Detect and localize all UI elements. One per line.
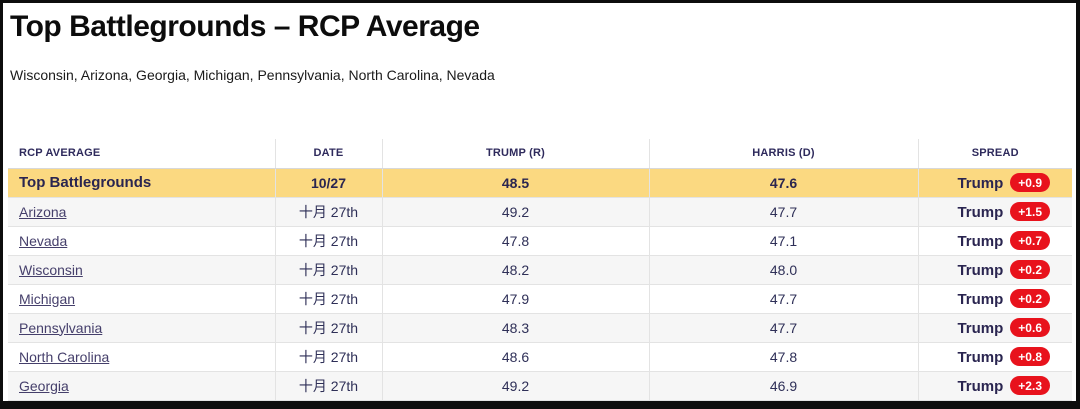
column-header-date: DATE [275,139,383,169]
summary-trump-cell: 48.5 [382,168,650,198]
table-row: Georgia 十月 27th 49.2 46.9 Trump +2.3 [8,371,1072,401]
spread-badge: +2.3 [1010,376,1050,395]
state-name-cell: North Carolina [8,342,276,372]
spread-cell: Trump +0.2 [918,255,1072,285]
column-header-harris: HARRIS (D) [649,139,919,169]
trump-value-cell: 47.9 [382,284,650,314]
column-header-trump: TRUMP (R) [382,139,650,169]
table-header-row: RCP AVERAGE DATE TRUMP (R) HARRIS (D) SP… [8,139,1072,169]
table-row: Nevada 十月 27th 47.8 47.1 Trump +0.7 [8,226,1072,256]
state-link[interactable]: Arizona [19,203,67,220]
page-title: Top Battlegrounds – RCP Average [10,10,480,43]
spread-leader-label: Trump [957,262,1004,279]
spread-cell: Trump +0.7 [918,226,1072,256]
state-link[interactable]: North Carolina [19,348,110,365]
summary-row: Top Battlegrounds 10/27 48.5 47.6 Trump +… [8,168,1072,198]
trump-value-cell: 47.8 [382,226,650,256]
spread-leader-label: Trump [957,320,1004,337]
date-cell: 十月 27th [275,342,383,372]
state-name-cell: Pennsylvania [8,313,276,343]
date-cell: 十月 27th [275,371,383,401]
state-name-cell: Georgia [8,371,276,401]
spread-leader-label: Trump [957,291,1004,308]
state-link[interactable]: Georgia [19,377,69,394]
spread-badge: +0.2 [1010,260,1050,279]
trump-value-cell: 48.3 [382,313,650,343]
rcp-average-table: RCP AVERAGE DATE TRUMP (R) HARRIS (D) SP… [8,139,1072,401]
spread-leader-label: Trump [957,204,1004,221]
date-cell: 十月 27th [275,284,383,314]
summary-name-cell: Top Battlegrounds [8,168,276,198]
table-row: Michigan 十月 27th 47.9 47.7 Trump +0.2 [8,284,1072,314]
trump-value-cell: 48.2 [382,255,650,285]
spread-cell: Trump +2.3 [918,371,1072,401]
date-cell: 十月 27th [275,197,383,227]
column-header-rcp-average: RCP AVERAGE [8,139,276,169]
spread-badge: +1.5 [1010,202,1050,221]
harris-value-cell: 46.9 [649,371,919,401]
spread-cell: Trump +1.5 [918,197,1072,227]
spread-cell: Trump +0.8 [918,342,1072,372]
table-row: Arizona 十月 27th 49.2 47.7 Trump +1.5 [8,197,1072,227]
date-cell: 十月 27th [275,226,383,256]
harris-value-cell: 47.1 [649,226,919,256]
state-link[interactable]: Nevada [19,232,68,249]
spread-cell: Trump +0.2 [918,284,1072,314]
state-link[interactable]: Michigan [19,290,76,307]
bottom-bar [0,401,1080,409]
spread-badge: +0.2 [1010,289,1050,308]
harris-value-cell: 47.7 [649,197,919,227]
harris-value-cell: 47.7 [649,313,919,343]
state-link[interactable]: Pennsylvania [19,319,103,336]
spread-leader-label: Trump [957,233,1004,250]
state-name-cell: Wisconsin [8,255,276,285]
table-row: Pennsylvania 十月 27th 48.3 47.7 Trump +0.6 [8,313,1072,343]
spread-badge: +0.7 [1010,231,1050,250]
spread-badge: +0.6 [1010,318,1050,337]
summary-date-cell: 10/27 [275,168,383,198]
page-subtitle: Wisconsin, Arizona, Georgia, Michigan, P… [10,67,495,83]
spread-leader-label: Trump [957,349,1004,366]
state-name-cell: Michigan [8,284,276,314]
state-name-cell: Nevada [8,226,276,256]
trump-value-cell: 49.2 [382,197,650,227]
summary-harris-cell: 47.6 [649,168,919,198]
column-header-spread: SPREAD [918,139,1072,169]
harris-value-cell: 47.8 [649,342,919,372]
state-name-cell: Arizona [8,197,276,227]
harris-value-cell: 47.7 [649,284,919,314]
trump-value-cell: 49.2 [382,371,650,401]
spread-leader-label: Trump [957,378,1004,395]
summary-spread-cell: Trump +0.9 [918,168,1072,198]
harris-value-cell: 48.0 [649,255,919,285]
spread-leader-label: Trump [957,175,1004,192]
spread-badge: +0.8 [1010,347,1050,366]
trump-value-cell: 48.6 [382,342,650,372]
table-row: Wisconsin 十月 27th 48.2 48.0 Trump +0.2 [8,255,1072,285]
date-cell: 十月 27th [275,255,383,285]
state-link[interactable]: Wisconsin [19,261,83,278]
spread-badge: +0.9 [1010,173,1050,192]
table-row: North Carolina 十月 27th 48.6 47.8 Trump +0.8 [8,342,1072,372]
spread-cell: Trump +0.6 [918,313,1072,343]
date-cell: 十月 27th [275,313,383,343]
